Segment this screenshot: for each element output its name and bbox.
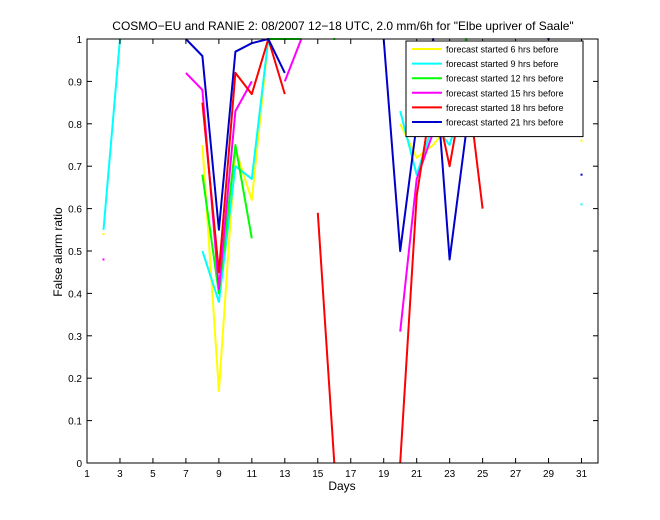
series-6-point — [580, 173, 583, 176]
x-tick-label: 5 — [150, 469, 156, 480]
series-1-point — [102, 233, 105, 236]
legend-entry: forecast started 9 hrs before — [446, 59, 559, 69]
chart-title: COSMO−EU and RANIE 2: 08/2007 12−18 UTC,… — [112, 19, 573, 33]
y-tick-label: 0.9 — [68, 77, 82, 88]
y-axis: 0 0.1 0.2 0.3 0.4 0.5 0.6 0.7 0.8 0.9 1 — [68, 35, 598, 470]
legend-entry: forecast started 6 hrs before — [446, 45, 559, 55]
x-tick-label: 7 — [183, 469, 189, 480]
y-tick-label: 0 — [76, 459, 82, 470]
x-tick-label: 17 — [345, 469, 357, 480]
series-4-line — [185, 72, 253, 291]
x-tick-label: 15 — [312, 469, 324, 480]
y-tick-label: 0.3 — [68, 332, 82, 343]
x-tick-label: 29 — [543, 469, 555, 480]
legend-entry: forecast started 12 hrs before — [446, 74, 564, 84]
series-4-line — [283, 38, 303, 82]
series-5-line — [316, 212, 336, 464]
x-tick-label: 27 — [510, 469, 522, 480]
y-tick-label: 0.8 — [68, 120, 82, 131]
y-tick-label: 1 — [76, 35, 82, 46]
y-tick-label: 0.4 — [68, 289, 82, 300]
legend-box — [405, 40, 584, 138]
x-tick-label: 31 — [576, 469, 588, 480]
legend-entry: forecast started 18 hrs before — [446, 103, 564, 113]
x-tick-label: 21 — [411, 469, 423, 480]
y-tick-label: 0.1 — [68, 417, 82, 428]
y-tick-label: 0.2 — [68, 374, 82, 385]
series-2-point — [580, 203, 583, 206]
x-tick-label: 23 — [444, 469, 456, 480]
legend-entry: forecast started 21 hrs before — [446, 118, 564, 128]
x-tick-label: 25 — [477, 469, 489, 480]
legend: forecast started 6 hrs before forecast st… — [405, 40, 584, 138]
series-5-line — [201, 38, 286, 274]
x-tick-label: 3 — [117, 469, 123, 480]
series-4-point — [102, 258, 105, 261]
y-tick-label: 0.6 — [68, 205, 82, 216]
series-2-line — [102, 38, 121, 230]
x-tick-label: 19 — [378, 469, 390, 480]
x-axis-label: Days — [328, 479, 355, 493]
y-tick-label: 0.5 — [68, 247, 82, 258]
x-tick-label: 1 — [84, 469, 90, 480]
y-axis-label: False alarm ratio — [51, 207, 65, 297]
y-tick-label: 0.7 — [68, 162, 82, 173]
x-tick-label: 11 — [247, 469, 258, 480]
x-tick-label: 13 — [279, 469, 291, 480]
series-1-point — [580, 139, 583, 142]
x-tick-label: 9 — [216, 469, 222, 480]
x-axis: 1 3 5 7 9 11 13 15 17 19 21 23 25 27 29 31 — [84, 39, 588, 480]
legend-entry: forecast started 15 hrs before — [446, 88, 564, 98]
series-3-line — [201, 144, 253, 295]
